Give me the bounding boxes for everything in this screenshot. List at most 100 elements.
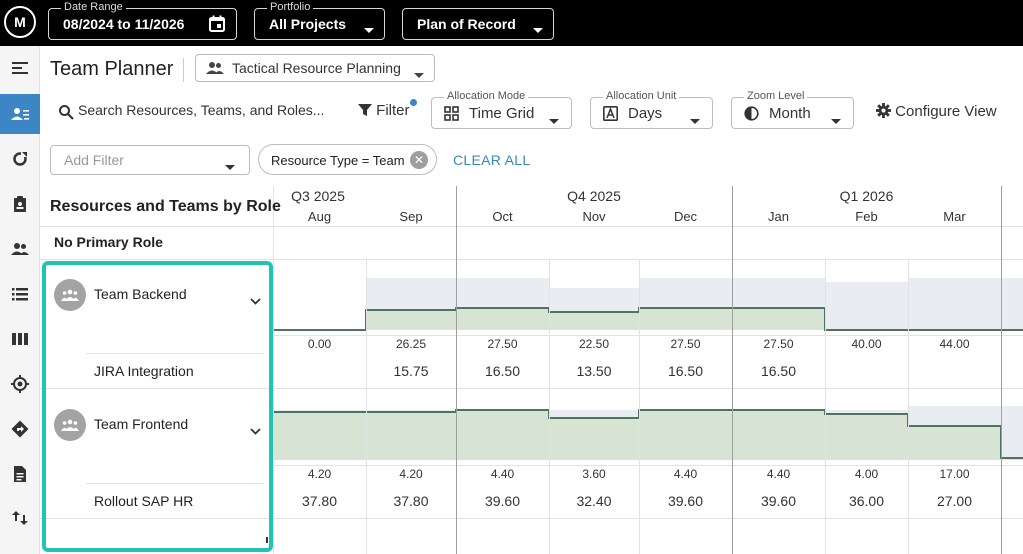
project-allocation-cell[interactable] bbox=[908, 354, 1001, 388]
filter-indicator-dot bbox=[410, 99, 417, 106]
zoom-icon bbox=[744, 106, 759, 125]
month-label: Dec bbox=[673, 209, 698, 224]
project-allocation-cell[interactable]: 39.60 bbox=[484, 493, 521, 509]
group-icon bbox=[61, 419, 79, 431]
configure-view-button[interactable]: Configure View bbox=[876, 103, 997, 120]
filter-label: Filter bbox=[376, 102, 410, 119]
team-total-cell[interactable]: 4.40 bbox=[673, 467, 698, 481]
assignment-icon[interactable] bbox=[0, 184, 40, 224]
people-icon[interactable] bbox=[0, 229, 40, 269]
project-allocation-cell[interactable]: 37.80 bbox=[393, 493, 429, 509]
allocation-bar bbox=[273, 412, 366, 460]
team-total-cell[interactable]: 4.00 bbox=[854, 467, 879, 481]
portfolio-select[interactable]: Portfolio All Projects bbox=[254, 1, 385, 40]
menu-collapse-icon[interactable] bbox=[0, 48, 40, 88]
quarter-label: Q4 2025 bbox=[567, 188, 621, 204]
grid-icon bbox=[444, 106, 459, 125]
left-nav bbox=[0, 46, 40, 554]
team-avatar bbox=[54, 409, 86, 441]
chevron-down-icon bbox=[414, 66, 424, 82]
team-total-cell[interactable]: 27.50 bbox=[763, 337, 794, 351]
team-total-cell[interactable]: 0.00 bbox=[307, 337, 332, 351]
chevron-down-icon[interactable] bbox=[250, 292, 261, 310]
project-name[interactable]: Rollout SAP HR bbox=[94, 493, 194, 509]
list-icon[interactable] bbox=[0, 274, 40, 314]
month-label: Jan bbox=[768, 209, 789, 224]
chevron-down-icon bbox=[549, 112, 559, 129]
page-title: Team Planner bbox=[50, 58, 174, 80]
project-allocation-cell[interactable]: 27.00 bbox=[936, 493, 973, 509]
month-label: Sep bbox=[399, 209, 423, 224]
plan-value: Plan of Record bbox=[417, 16, 516, 32]
filter-button[interactable]: Filter bbox=[358, 102, 410, 119]
sort-icon[interactable] bbox=[0, 498, 40, 538]
project-allocation-cell[interactable]: 16.50 bbox=[484, 363, 521, 379]
allocation-unit-value: Days bbox=[628, 105, 663, 122]
allocation-bar bbox=[825, 414, 908, 460]
allocation-unit-label: Allocation Unit bbox=[603, 90, 680, 103]
refresh-icon[interactable] bbox=[0, 139, 40, 179]
zoom-level-select[interactable]: Zoom Level Month bbox=[731, 90, 854, 129]
team-total-cell[interactable]: 3.60 bbox=[582, 467, 606, 481]
add-filter-select[interactable]: Add Filter bbox=[50, 145, 250, 175]
project-allocation-cell[interactable]: 13.50 bbox=[576, 363, 612, 379]
calendar-icon[interactable] bbox=[208, 15, 226, 36]
team-total-cell[interactable]: 27.50 bbox=[487, 337, 518, 351]
panel-title: Resources and Teams by Role bbox=[50, 198, 281, 215]
project-allocation-cell[interactable]: 16.50 bbox=[667, 363, 704, 379]
chevron-down-icon[interactable] bbox=[250, 422, 261, 440]
clear-all-button[interactable]: CLEAR ALL bbox=[453, 152, 531, 168]
team-total-cell[interactable]: 4.20 bbox=[307, 467, 332, 481]
project-allocation-cell[interactable]: 16.50 bbox=[760, 363, 797, 379]
role-group-label: No Primary Role bbox=[54, 234, 163, 250]
people-icon bbox=[206, 61, 224, 78]
team-total-cell[interactable]: 4.40 bbox=[490, 467, 515, 481]
plan-select[interactable]: Plan of Record bbox=[402, 8, 554, 40]
portfolio-value: All Projects bbox=[269, 16, 347, 32]
team-total-cell[interactable]: 27.50 bbox=[670, 337, 701, 351]
app-logo[interactable]: M bbox=[4, 6, 36, 38]
team-name[interactable]: Team Backend bbox=[94, 286, 187, 302]
allocation-unit-select[interactable]: Allocation Unit Days bbox=[590, 90, 713, 129]
project-allocation-cell[interactable]: 32.40 bbox=[576, 493, 612, 509]
filter-icon bbox=[358, 104, 372, 116]
document-icon[interactable] bbox=[0, 454, 40, 494]
team-total-cell[interactable]: 26.25 bbox=[395, 337, 427, 351]
project-allocation-cell[interactable] bbox=[825, 354, 908, 388]
month-label: Feb bbox=[855, 209, 878, 224]
project-allocation-cell[interactable]: 37.80 bbox=[301, 493, 338, 509]
top-bar: M Date Range 08/2024 to 11/2026 Portfoli… bbox=[0, 0, 1023, 46]
team-name[interactable]: Team Frontend bbox=[94, 416, 189, 432]
allocation-mode-label: Allocation Mode bbox=[444, 90, 529, 103]
project-allocation-cell[interactable]: 36.00 bbox=[848, 493, 885, 509]
search-input[interactable]: Search Resources, Teams, and Roles... bbox=[78, 102, 325, 118]
board-icon[interactable] bbox=[0, 319, 40, 359]
chevron-down-icon bbox=[690, 112, 700, 129]
project-allocation-cell[interactable] bbox=[273, 354, 366, 388]
close-icon[interactable]: ✕ bbox=[410, 151, 428, 169]
team-total-cell[interactable]: 4.20 bbox=[399, 467, 423, 481]
project-allocation-cell[interactable]: 15.75 bbox=[393, 363, 429, 379]
project-allocation-cell[interactable]: 39.60 bbox=[667, 493, 704, 509]
resize-handle[interactable] bbox=[266, 537, 268, 543]
team-total-cell[interactable]: 17.00 bbox=[939, 467, 970, 481]
quarter-label: Q3 2025 bbox=[291, 188, 345, 204]
allocation-mode-select[interactable]: Allocation Mode Time Grid bbox=[431, 90, 572, 129]
team-total-cell[interactable]: 22.50 bbox=[578, 337, 610, 351]
direction-icon[interactable] bbox=[0, 409, 40, 449]
view-select[interactable]: Tactical Resource Planning bbox=[195, 54, 435, 82]
team-planner-icon[interactable] bbox=[0, 94, 40, 134]
project-allocation-cell[interactable]: 39.60 bbox=[760, 493, 797, 509]
team-total-cell[interactable]: 4.40 bbox=[766, 467, 791, 481]
search-icon[interactable] bbox=[58, 104, 74, 125]
allocation-bar bbox=[549, 418, 639, 460]
team-total-cell[interactable]: 44.00 bbox=[939, 337, 970, 351]
team-total-cell[interactable]: 40.00 bbox=[851, 337, 882, 351]
project-name[interactable]: JIRA Integration bbox=[94, 363, 194, 379]
team-avatar bbox=[54, 279, 86, 311]
capacity-bar bbox=[908, 278, 1001, 330]
date-range-field[interactable]: Date Range 08/2024 to 11/2026 bbox=[48, 1, 237, 40]
filter-chip[interactable]: Resource Type = Team ✕ bbox=[258, 144, 437, 175]
target-icon[interactable] bbox=[0, 364, 40, 404]
add-filter-placeholder: Add Filter bbox=[64, 152, 124, 168]
